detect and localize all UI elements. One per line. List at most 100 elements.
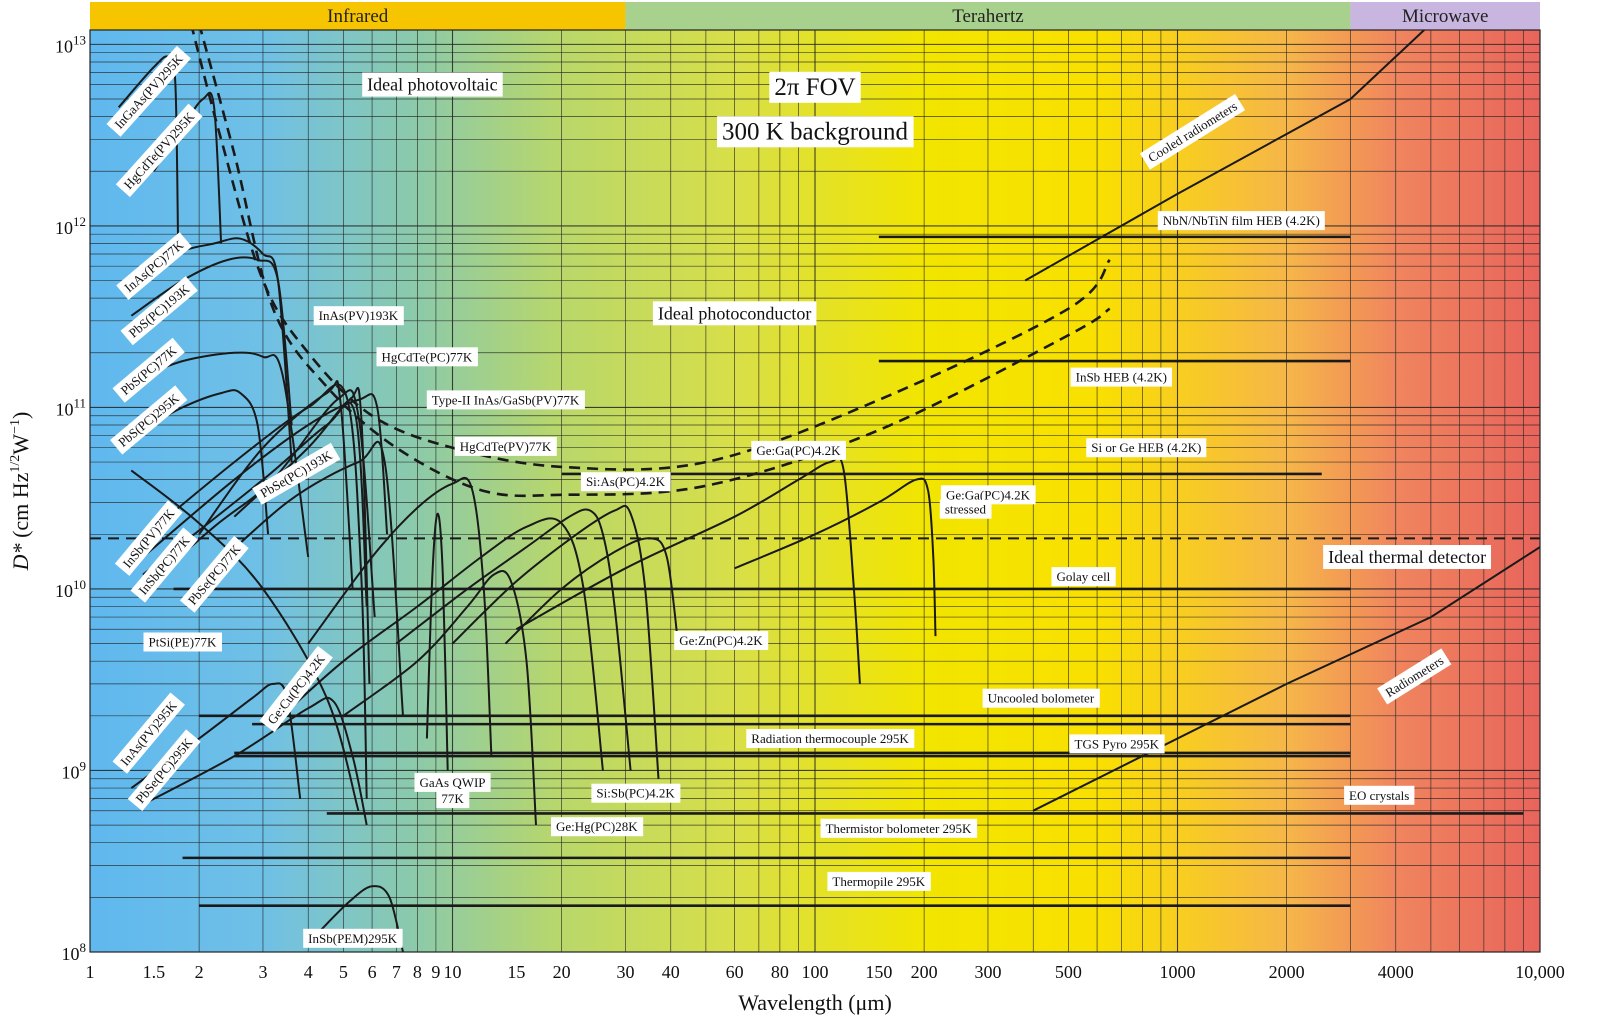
label-insb-heb-4-2k: InSb HEB (4.2K) xyxy=(1070,367,1172,387)
label-box xyxy=(939,499,992,519)
series-ge-cu-pc-4-2k xyxy=(272,517,604,771)
label-text: Ge:Zn(PC)4.2K xyxy=(679,633,763,648)
series-ge-hg-pc-28k xyxy=(342,570,537,826)
label-box xyxy=(127,729,201,812)
label-box xyxy=(982,688,1100,708)
y-tick-label: 1013 xyxy=(55,32,86,56)
label-box xyxy=(114,500,183,576)
label-box xyxy=(426,390,585,410)
y-tick-label: 108 xyxy=(62,940,87,964)
label-text: InSb HEB (4.2K) xyxy=(1076,370,1167,385)
label-text: Ge:Ga(PC)4.2K xyxy=(946,487,1031,502)
label-ptsi-pe-77k: PtSi(PE)77K xyxy=(143,632,222,652)
label-box xyxy=(1069,734,1165,754)
series-pbs-pc-77k xyxy=(130,351,310,558)
label-box xyxy=(179,535,249,613)
x-tick-label: 1 xyxy=(86,962,95,982)
x-tick-label: 5 xyxy=(339,962,348,982)
x-tick-label: 7 xyxy=(392,962,401,982)
label-box xyxy=(769,71,861,103)
label-text: Radiation thermocouple 295K xyxy=(751,731,909,746)
label-box xyxy=(652,301,817,326)
x-tick-label: 20 xyxy=(553,962,571,982)
label-text: InSb(PEM)295K xyxy=(308,931,397,946)
label-gaas-qwip: GaAs QWIP xyxy=(414,772,491,792)
x-axis-title: Wavelength (μm) xyxy=(738,990,892,1015)
label-text: Thermistor bolometer 295K xyxy=(826,821,972,836)
x-tick-label: 150 xyxy=(865,962,892,982)
label-box xyxy=(376,347,478,367)
label-box xyxy=(1377,648,1452,705)
x-tick-label: 4000 xyxy=(1378,962,1414,982)
series-pbse-pc-295k xyxy=(142,696,368,826)
label-thermistor-bolometer-295k: Thermistor bolometer 295K xyxy=(820,818,978,838)
label-ge-ga-pc-4-2k: Ge:Ga(PC)4.2K xyxy=(940,485,1036,505)
series-type-ii-inas-gasb-pv-77k xyxy=(233,387,371,684)
label-text: stressed xyxy=(945,502,987,517)
y-tick-label: 1012 xyxy=(55,214,86,238)
y-tick-label: 109 xyxy=(62,758,87,782)
x-tick-label: 8 xyxy=(413,962,422,982)
band-label-microwave: Microwave xyxy=(1402,6,1489,27)
label-text: PtSi(PE)77K xyxy=(149,635,218,650)
x-tick-label: 10,000 xyxy=(1515,962,1565,982)
x-tick-label: 2000 xyxy=(1269,962,1305,982)
label-text: HgCdTe(PV)77K xyxy=(460,439,552,454)
x-tick-label: 2 xyxy=(195,962,204,982)
label-inas-pv-193k: InAs(PV)193K xyxy=(313,306,404,326)
band-terahertz xyxy=(625,2,1351,30)
series-ge-ga-pc-4-2k xyxy=(515,456,861,684)
label-text: Si or Ge HEB (4.2K) xyxy=(1091,440,1201,455)
label-box xyxy=(116,232,192,300)
label-text: Thermopile 295K xyxy=(832,874,925,889)
label-box xyxy=(303,928,403,948)
x-tick-label: 4 xyxy=(304,962,313,982)
series-si-sb-pc-4-2k xyxy=(451,504,660,779)
label-text: Uncooled bolometer xyxy=(988,691,1095,706)
x-tick-label: 300 xyxy=(974,962,1001,982)
series-ptsi-pe-77k xyxy=(130,469,360,811)
series-pbse-pc-77k xyxy=(198,440,404,716)
label-box xyxy=(551,817,644,837)
x-tick-label: 1.5 xyxy=(143,962,166,982)
label-box xyxy=(1157,211,1325,231)
label-box xyxy=(110,385,188,455)
series-hgcdte-pc-77k xyxy=(142,393,389,558)
series-inas-pv-193k xyxy=(198,380,354,589)
label-box xyxy=(115,103,203,198)
label-hgcdte-pv-77k: HgCdTe(PV)77K xyxy=(454,436,557,456)
x-tick-label: 1000 xyxy=(1160,962,1196,982)
label-box xyxy=(1323,545,1491,569)
label-insb-pem-295k: InSb(PEM)295K xyxy=(303,928,403,948)
label-box xyxy=(1086,438,1207,458)
label-77k: 77K xyxy=(436,789,470,809)
label-text: InAs(PV)193K xyxy=(319,308,399,323)
label-text: 2π FOV xyxy=(774,74,855,101)
label-box xyxy=(313,306,404,326)
x-tick-label: 200 xyxy=(911,962,938,982)
label-text: Golay cell xyxy=(1057,569,1111,584)
label-thermopile-295k: Thermopile 295K xyxy=(827,871,931,891)
series-ge-ga-pc-4-2k-stressed xyxy=(734,477,937,637)
series-ge-zn-pc-4-2k xyxy=(504,537,680,647)
x-tick-label: 15 xyxy=(507,962,525,982)
label-text: TGS Pyro 295K xyxy=(1075,736,1160,751)
label-si-sb-pc-4-2k: Si:Sb(PC)4.2K xyxy=(591,783,681,803)
x-tick-label: 30 xyxy=(616,962,634,982)
label-box xyxy=(143,632,222,652)
y-tick-label: 1011 xyxy=(55,395,86,419)
x-tick-label: 60 xyxy=(726,962,744,982)
label-uncooled-bolometer: Uncooled bolometer xyxy=(982,688,1100,708)
label-si-as-pc-4-2k: Si:As(PC)4.2K xyxy=(580,472,671,492)
label-box xyxy=(112,692,185,774)
x-tick-label: 9 xyxy=(431,962,440,982)
label-ge-zn-pc-4-2k: Ge:Zn(PC)4.2K xyxy=(674,631,769,650)
series-pbse-pc-193k xyxy=(142,389,376,618)
label-text: 77K xyxy=(441,791,464,806)
label-box xyxy=(112,337,185,403)
label-box xyxy=(120,276,198,346)
label-text: Ge:Ga(PC)4.2K xyxy=(756,443,841,458)
series-ideal-photovoltaic xyxy=(191,30,1111,471)
x-tick-labels: 1 1.5 2 3 4 5 6 7 8 9 10 15 20 30 40 60 80 100 150 200 300 50… xyxy=(86,962,1565,982)
